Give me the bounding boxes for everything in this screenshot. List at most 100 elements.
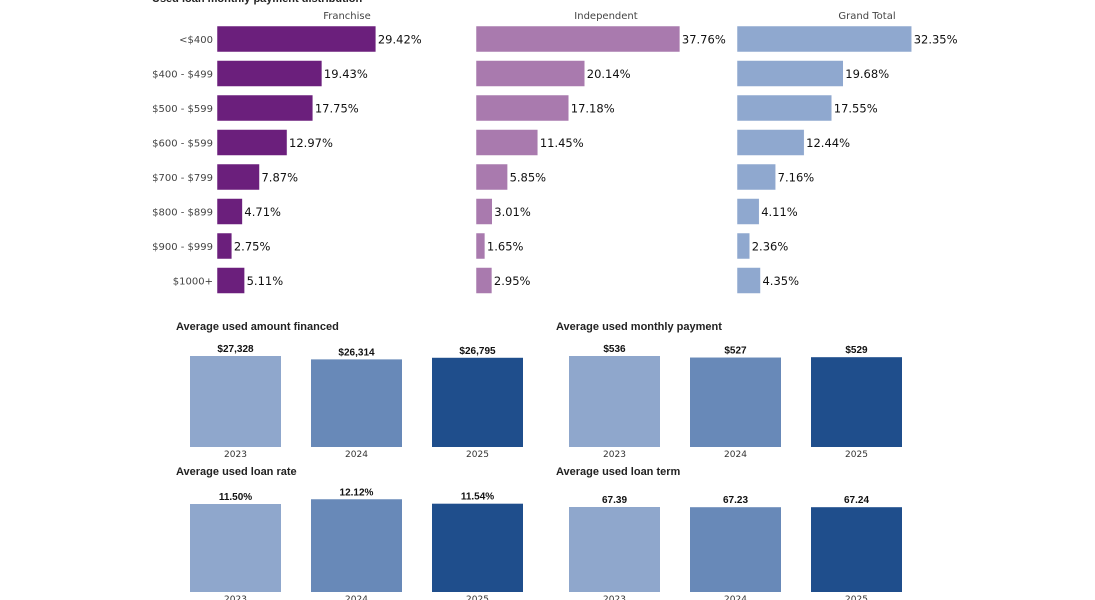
data-label: 20.14% <box>587 67 631 81</box>
year-label: 2025 <box>845 595 868 600</box>
data-label: 3.01% <box>494 205 531 219</box>
bar <box>690 507 781 592</box>
year-label: 2023 <box>603 595 626 600</box>
data-label: $527 <box>724 346 747 357</box>
category-label: $600 - $599 <box>152 139 213 150</box>
data-label: $529 <box>845 345 868 356</box>
bar <box>475 60 586 87</box>
data-label: 4.35% <box>762 274 799 288</box>
bar <box>736 94 833 122</box>
bar <box>736 267 761 294</box>
data-label: 19.68% <box>845 67 889 81</box>
data-label: 12.44% <box>806 136 850 150</box>
year-label: 2023 <box>603 450 626 460</box>
bar <box>811 507 902 592</box>
year-label: 2024 <box>724 450 747 460</box>
bar <box>811 357 902 447</box>
year-label: 2025 <box>466 595 489 600</box>
year-label: 2025 <box>845 450 868 460</box>
bar <box>736 163 776 191</box>
bar <box>475 94 570 122</box>
data-label: 5.85% <box>510 171 547 185</box>
data-label: 11.50% <box>219 492 252 503</box>
data-label: 29.42% <box>378 33 422 47</box>
panel-title: Average used amount financed <box>176 321 339 333</box>
data-label: 11.45% <box>540 136 584 150</box>
bar <box>475 25 681 53</box>
bar <box>432 503 523 592</box>
data-label: 7.87% <box>261 171 298 185</box>
data-label: 7.16% <box>778 171 815 185</box>
year-label: 2023 <box>224 450 247 460</box>
bar <box>736 198 760 225</box>
bar <box>736 129 805 156</box>
bar <box>311 359 402 447</box>
data-label: 11.54% <box>461 492 494 503</box>
category-label: $900 - $999 <box>152 242 213 253</box>
bar <box>475 163 508 191</box>
data-label: $536 <box>603 344 626 355</box>
data-label: 5.11% <box>247 274 284 288</box>
data-label: 12.97% <box>289 136 333 150</box>
bar <box>736 232 750 260</box>
panel-title: Average used loan term <box>556 466 681 478</box>
bar <box>475 232 486 260</box>
series-header: Independent <box>574 11 637 22</box>
data-label: $26,795 <box>459 346 496 357</box>
category-label: $400 - $499 <box>152 70 213 81</box>
panel-title: Average used monthly payment <box>556 321 722 333</box>
bar <box>216 267 245 294</box>
bar <box>736 60 844 87</box>
category-label: <$400 <box>179 35 213 46</box>
bar <box>736 25 912 53</box>
bar <box>475 129 539 156</box>
data-label: 17.55% <box>834 102 878 116</box>
data-label: 17.75% <box>315 102 359 116</box>
bar <box>216 163 260 191</box>
year-label: 2024 <box>345 595 368 600</box>
data-label: 67.23 <box>723 495 748 506</box>
data-label: $27,328 <box>217 344 254 355</box>
data-label: 19.43% <box>324 67 368 81</box>
bar <box>216 94 314 122</box>
category-label: $500 - $599 <box>152 104 213 115</box>
bar <box>216 25 377 53</box>
data-label: 4.71% <box>244 205 281 219</box>
bar <box>190 504 281 592</box>
data-label: 67.24 <box>844 495 869 506</box>
category-label: $800 - $899 <box>152 208 213 219</box>
data-label: 4.11% <box>761 205 798 219</box>
series-header: Grand Total <box>838 11 895 22</box>
data-label: 2.36% <box>752 240 789 254</box>
data-label: $26,314 <box>338 347 375 358</box>
data-label: 67.39 <box>602 495 627 506</box>
bar <box>475 198 493 225</box>
data-label: 37.76% <box>682 33 726 47</box>
year-label: 2024 <box>724 595 747 600</box>
bar <box>216 198 243 225</box>
panel-title: Average used loan rate <box>176 466 297 478</box>
bar <box>216 232 233 260</box>
year-label: 2023 <box>224 595 247 600</box>
series-header: Franchise <box>323 11 371 22</box>
data-label: 1.65% <box>487 240 524 254</box>
distribution-title: Used loan monthly payment distribution <box>152 0 363 5</box>
bar <box>569 507 660 592</box>
bar <box>190 356 281 447</box>
bar <box>475 267 493 294</box>
category-label: $1000+ <box>173 277 213 288</box>
data-label: 32.35% <box>914 33 958 47</box>
bar <box>690 357 781 447</box>
bar <box>216 129 288 156</box>
data-label: 2.75% <box>234 240 271 254</box>
bar <box>432 357 523 447</box>
year-label: 2025 <box>466 450 489 460</box>
bar <box>216 60 323 87</box>
bar <box>569 356 660 447</box>
data-label: 17.18% <box>571 102 615 116</box>
bar <box>311 499 402 592</box>
year-label: 2024 <box>345 450 368 460</box>
data-label: 2.95% <box>494 274 531 288</box>
category-label: $700 - $799 <box>152 173 213 184</box>
